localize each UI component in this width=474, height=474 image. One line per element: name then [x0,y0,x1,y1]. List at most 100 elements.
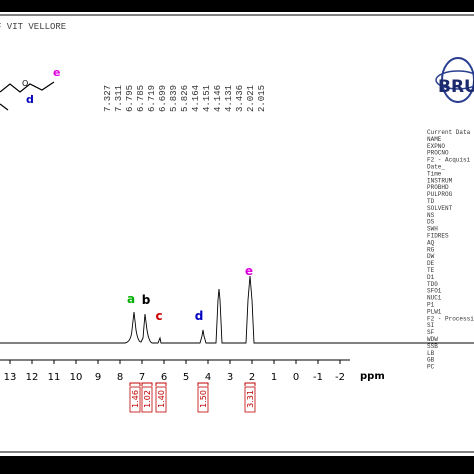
peak-value: 4.164 [191,85,201,112]
peak-value: 5.826 [180,85,190,112]
integral-value: 3.31 [246,390,255,408]
tick-label: 5 [183,372,189,383]
parameter-label: NUC1 [427,295,442,302]
parameter-label: PC [427,364,435,371]
peak-value: 3.436 [235,85,245,112]
parameter-label: DE [427,260,435,267]
logo-text: BRU [438,77,474,97]
tick-label: 6 [161,372,167,383]
parameter-label: Date_ [427,164,445,171]
peak-value: 2.021 [246,85,256,112]
integral-bracket [155,382,167,386]
tick-label: 0 [293,372,299,383]
top-bar [0,0,474,12]
peak-value: 5.839 [169,85,179,112]
integral-box [244,386,256,413]
tick-label: 1 [271,372,277,383]
peak-value: 6.795 [125,85,135,112]
tick-label: 7 [139,372,145,383]
header-title: F VIT VELLORE [0,22,66,32]
tick-label: 10 [70,372,83,383]
peak-value: 7.327 [103,85,113,112]
parameter-label: PULPROG [427,191,453,198]
parameter-label: PROCNO [427,150,449,157]
integral-box [141,386,153,413]
integral-box [197,386,209,413]
tick-label: 8 [117,372,123,383]
integral-bracket [141,382,153,386]
peak-list: 7.327 7.311 6.795 6.785 6.719 6.699 5.839 5.826… [103,85,267,112]
integral-bracket [244,382,256,386]
peak-value: 7.311 [114,85,124,112]
parameter-label: SFO1 [427,288,442,295]
tick-label: 3 [227,372,233,383]
peak-label: c [155,309,162,323]
spectrum-line [0,275,474,344]
parameter-label: P1 [427,302,435,309]
tick-label: 13 [4,372,17,383]
tick-label: 9 [95,372,101,383]
parameter-label: TD [427,198,435,205]
parameter-label: SI [427,322,434,329]
integral-box [129,386,141,413]
parameter-label: DS [427,219,435,226]
integral-box [155,386,167,413]
parameter-label: NS [427,212,435,219]
parameter-label: D1 [427,274,435,281]
bottom-bar [0,456,474,474]
peak-label: e [245,264,253,278]
peak-value: 6.719 [147,85,157,112]
integral-value: 1.02 [143,390,152,408]
parameter-label: F2 - Processi [427,315,474,322]
parameter-label: WDW [427,336,438,343]
tick-label: 2 [249,372,255,383]
peak-value: 6.699 [158,85,168,112]
peak-value: 4.146 [213,85,223,112]
axis-unit: ppm [360,371,385,382]
integral-bracket [197,382,209,386]
peak-label: d [195,309,204,323]
integral-value: 1.50 [199,390,208,408]
integral-value: 1.46 [131,390,140,408]
peak-label: a [127,292,135,306]
parameter-label: SSB [427,343,438,350]
parameter-label: NAME [427,136,442,143]
tick-label: 4 [205,372,211,383]
parameter-label: F2 - Acquisi [427,157,471,164]
tick-label: 12 [26,372,39,383]
integral-value: 1.40 [157,390,166,408]
parameter-label: TD0 [427,281,438,288]
parameter-label: LB [427,350,435,357]
peak-value: 6.785 [136,85,146,112]
parameter-label: SF [427,329,435,336]
parameter-label: INSTRUM [427,177,453,184]
peak-value: 2.015 [257,85,267,112]
peak-labels: a bc d e [127,264,253,323]
parameter-label: DW [427,253,435,260]
peak-value: 4.151 [202,85,212,112]
axis: 13 12 11 10 9 8 7 6 5 4 3 2 1 0 -1 -2 ppm [4,360,385,383]
peak-label: b [142,293,151,307]
parameter-label: EXPNO [427,143,445,150]
integrals: 1.46 1.02 1.40 1.50 3.31 [129,382,256,413]
peak-value: 4.131 [224,85,234,112]
parameter-label: PROBHD [427,184,449,191]
tick-label: -1 [313,372,323,383]
parameter-label: RG [427,246,435,253]
tick-label: -2 [335,372,345,383]
parameter-label: SWH [427,226,438,233]
tick-label: 11 [48,372,61,383]
parameter-label: Current Data [427,129,471,136]
parameter-label: GB [427,357,435,364]
logo: BRU [435,57,474,103]
parameter-label: PLW1 [427,308,442,315]
molecule [0,81,55,111]
parameter-label: SOLVENT [427,205,453,212]
parameter-label: TE [427,267,435,274]
integral-bracket [129,382,141,386]
structure-label: d [26,93,34,106]
parameter-label: FIDRES [427,233,449,240]
